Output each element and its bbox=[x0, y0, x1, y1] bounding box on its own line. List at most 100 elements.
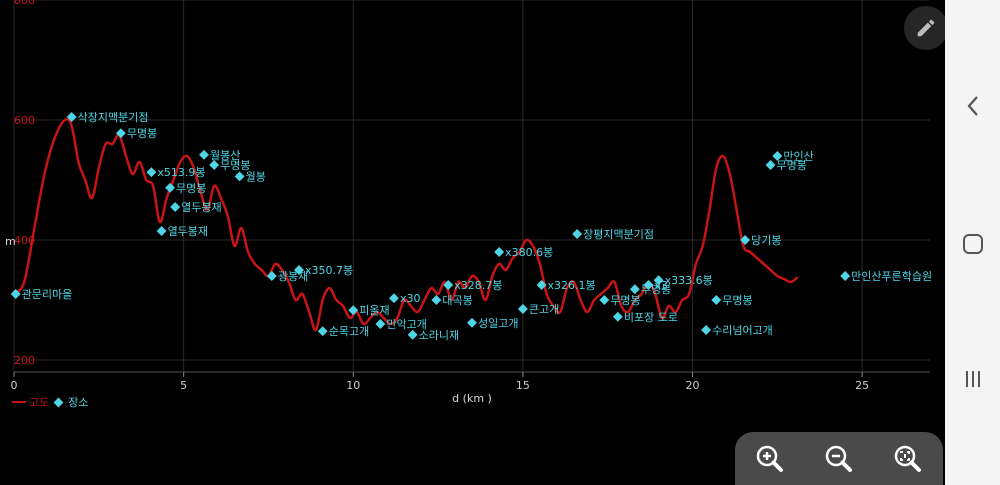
place-diamond-icon bbox=[467, 317, 477, 328]
place-marker[interactable]: 무명봉 bbox=[711, 294, 753, 307]
place-label: 대곡봉 bbox=[442, 294, 472, 307]
place-label: 광봉재 bbox=[278, 270, 308, 283]
place-marker[interactable]: 삭장지맥분기점 bbox=[66, 111, 149, 124]
y-tick-label: 200 bbox=[14, 354, 35, 367]
place-diamond-icon bbox=[266, 271, 277, 281]
place-marker[interactable]: 성일고개 bbox=[467, 316, 518, 330]
place-diamond-icon bbox=[840, 271, 851, 281]
zoom-out-icon bbox=[825, 445, 852, 472]
place-label: 비포장 도로 bbox=[624, 311, 678, 324]
place-marker[interactable]: x333.6봉 bbox=[653, 274, 713, 287]
chart-legend: 고도 장소 bbox=[12, 394, 89, 410]
place-diamond-icon bbox=[234, 171, 245, 182]
place-label: 만인산 bbox=[783, 150, 813, 163]
place-diamond-icon bbox=[599, 295, 610, 305]
place-label: 순목고개 bbox=[329, 325, 369, 338]
legend-place-label: 장소 bbox=[68, 396, 89, 409]
place-marker[interactable]: 무명봉 bbox=[599, 294, 641, 307]
place-marker[interactable]: x326.1봉 bbox=[536, 279, 596, 292]
place-marker[interactable]: 월봉 bbox=[234, 170, 266, 183]
place-label: 관문리마을 bbox=[22, 288, 73, 301]
zoom-in-button[interactable] bbox=[750, 439, 790, 479]
place-marker[interactable]: 피올재 bbox=[348, 304, 390, 317]
place-label: x380.6봉 bbox=[505, 246, 553, 259]
place-marker[interactable]: 장평지맥분기점 bbox=[572, 228, 654, 241]
place-marker[interactable]: 순목고개 bbox=[317, 325, 369, 338]
place-marker[interactable]: 무명봉 bbox=[765, 159, 807, 172]
back-button[interactable] bbox=[955, 88, 991, 124]
place-label: 월봉 bbox=[246, 170, 266, 183]
place-diamond-icon bbox=[612, 311, 623, 322]
place-marker[interactable]: 열두봉재 bbox=[156, 225, 208, 238]
place-label: 만인산푸른학습원 bbox=[851, 270, 932, 283]
place-diamond-icon bbox=[199, 149, 209, 160]
place-label: 무명봉 bbox=[610, 294, 640, 307]
place-markers: 관문리마을삭장지맥분기점무명봉x513.9봉무명봉월봉산무명봉월봉열두봉재열두봉… bbox=[10, 111, 932, 342]
place-marker[interactable]: x30 bbox=[389, 292, 420, 305]
place-label: 월봉산 bbox=[210, 149, 240, 162]
place-marker[interactable]: x328.7봉 bbox=[443, 279, 502, 292]
place-marker[interactable]: 소라니재 bbox=[407, 329, 459, 342]
x-tick-label: 0 bbox=[11, 379, 18, 392]
zoom-fit-button[interactable] bbox=[888, 439, 928, 479]
recents-button[interactable] bbox=[955, 361, 991, 397]
place-marker[interactable]: 대곡봉 bbox=[431, 294, 473, 307]
place-diamond-icon bbox=[494, 247, 505, 257]
place-diamond-icon bbox=[375, 319, 386, 329]
elevation-chart-svg[interactable]: 800 600 400 200 0 5 10 15 20 25 m d (km ) 관문리마을 삭… bbox=[0, 0, 945, 485]
system-navigation-bar bbox=[945, 0, 1000, 485]
place-diamond-icon bbox=[643, 280, 654, 290]
edit-button[interactable] bbox=[904, 6, 948, 50]
place-marker[interactable]: 월봉산 bbox=[199, 149, 240, 162]
place-marker[interactable]: 당기봉 bbox=[740, 234, 781, 247]
place-label: x333.6봉 bbox=[665, 274, 713, 287]
place-label: 무명봉 bbox=[777, 159, 807, 172]
place-marker[interactable]: 비포장 도로 bbox=[612, 311, 678, 324]
place-diamond-icon bbox=[443, 280, 454, 290]
x-tick-label: 25 bbox=[855, 379, 869, 392]
place-diamond-icon bbox=[294, 265, 304, 275]
place-label: x513.9봉 bbox=[157, 166, 205, 179]
place-marker[interactable]: 무명봉 bbox=[209, 159, 251, 172]
place-marker[interactable]: x350.7봉 bbox=[294, 264, 353, 277]
elevation-chart[interactable]: 800 600 400 200 0 5 10 15 20 25 m d (km ) 관문리마을 삭… bbox=[0, 0, 948, 485]
x-tick-label: 20 bbox=[686, 379, 700, 392]
place-diamond-icon bbox=[701, 325, 712, 335]
place-diamond-icon bbox=[209, 160, 220, 170]
place-marker[interactable]: 만악고개 bbox=[375, 318, 427, 331]
place-diamond-icon bbox=[653, 275, 664, 286]
y-tick-label: 400 bbox=[14, 234, 35, 247]
home-icon bbox=[963, 234, 983, 254]
place-diamond-icon bbox=[317, 326, 328, 337]
place-label: 삭장지맥분기점 bbox=[78, 111, 149, 124]
place-diamond-icon bbox=[156, 226, 167, 236]
x-axis-label: d (km ) bbox=[452, 392, 492, 405]
place-label: x350.7봉 bbox=[305, 264, 353, 277]
place-marker[interactable]: x513.9봉 bbox=[146, 166, 206, 179]
place-marker[interactable]: 만인산 bbox=[772, 150, 814, 163]
recents-icon bbox=[966, 371, 980, 387]
place-marker[interactable]: 무명봉 bbox=[165, 182, 206, 195]
place-marker[interactable]: 만인산푸른학습원 bbox=[840, 270, 932, 283]
place-marker[interactable]: 수리넘어고개 bbox=[701, 324, 773, 337]
zoom-out-button[interactable] bbox=[819, 439, 859, 479]
place-diamond-icon bbox=[711, 295, 722, 305]
place-diamond-icon bbox=[348, 305, 359, 316]
x-tick-label: 10 bbox=[346, 379, 360, 392]
home-button[interactable] bbox=[955, 226, 991, 262]
place-label: 소라니재 bbox=[419, 329, 459, 342]
place-marker[interactable]: 열두봉재 bbox=[170, 201, 222, 214]
place-label: x326.1봉 bbox=[548, 279, 596, 292]
y-tick-label: 600 bbox=[14, 114, 35, 127]
place-diamond-icon bbox=[536, 280, 547, 290]
y-tick-label: 800 bbox=[14, 0, 35, 7]
place-marker[interactable]: 광봉재 bbox=[266, 270, 308, 283]
place-label: 만악고개 bbox=[386, 318, 426, 331]
place-marker[interactable]: 큰고개 bbox=[517, 303, 559, 316]
zoom-controls bbox=[735, 432, 943, 485]
y-axis-label: m bbox=[5, 235, 16, 248]
place-diamond-icon bbox=[572, 229, 583, 239]
place-marker[interactable]: 무명봉 bbox=[115, 127, 157, 140]
place-marker[interactable]: x380.6봉 bbox=[494, 246, 553, 259]
place-label: 수리넘어고개 bbox=[712, 324, 773, 337]
